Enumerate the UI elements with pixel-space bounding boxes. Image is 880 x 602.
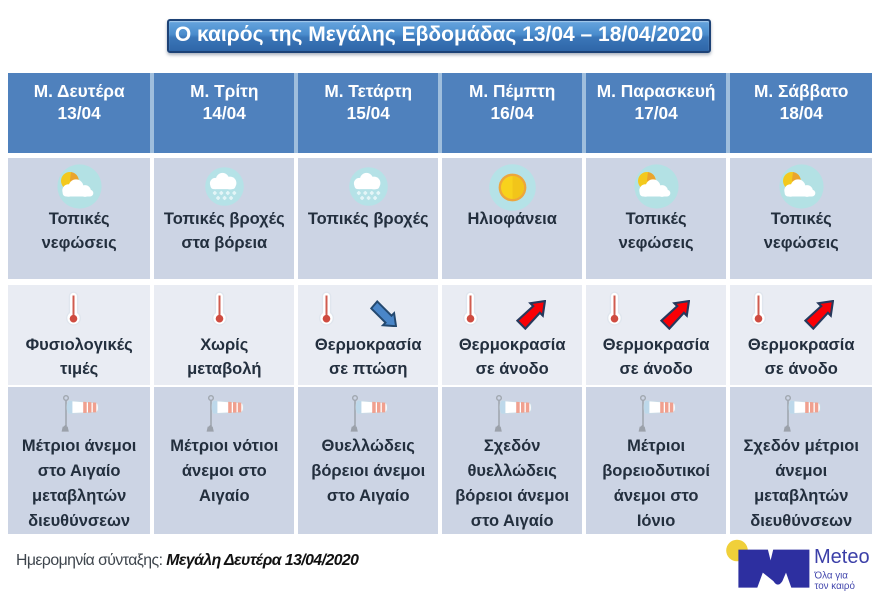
svg-text:Meteo: Meteo (814, 546, 870, 568)
svg-text:τον καιρό: τον καιρό (815, 581, 856, 592)
svg-text:Όλα για: Όλα για (814, 570, 849, 581)
